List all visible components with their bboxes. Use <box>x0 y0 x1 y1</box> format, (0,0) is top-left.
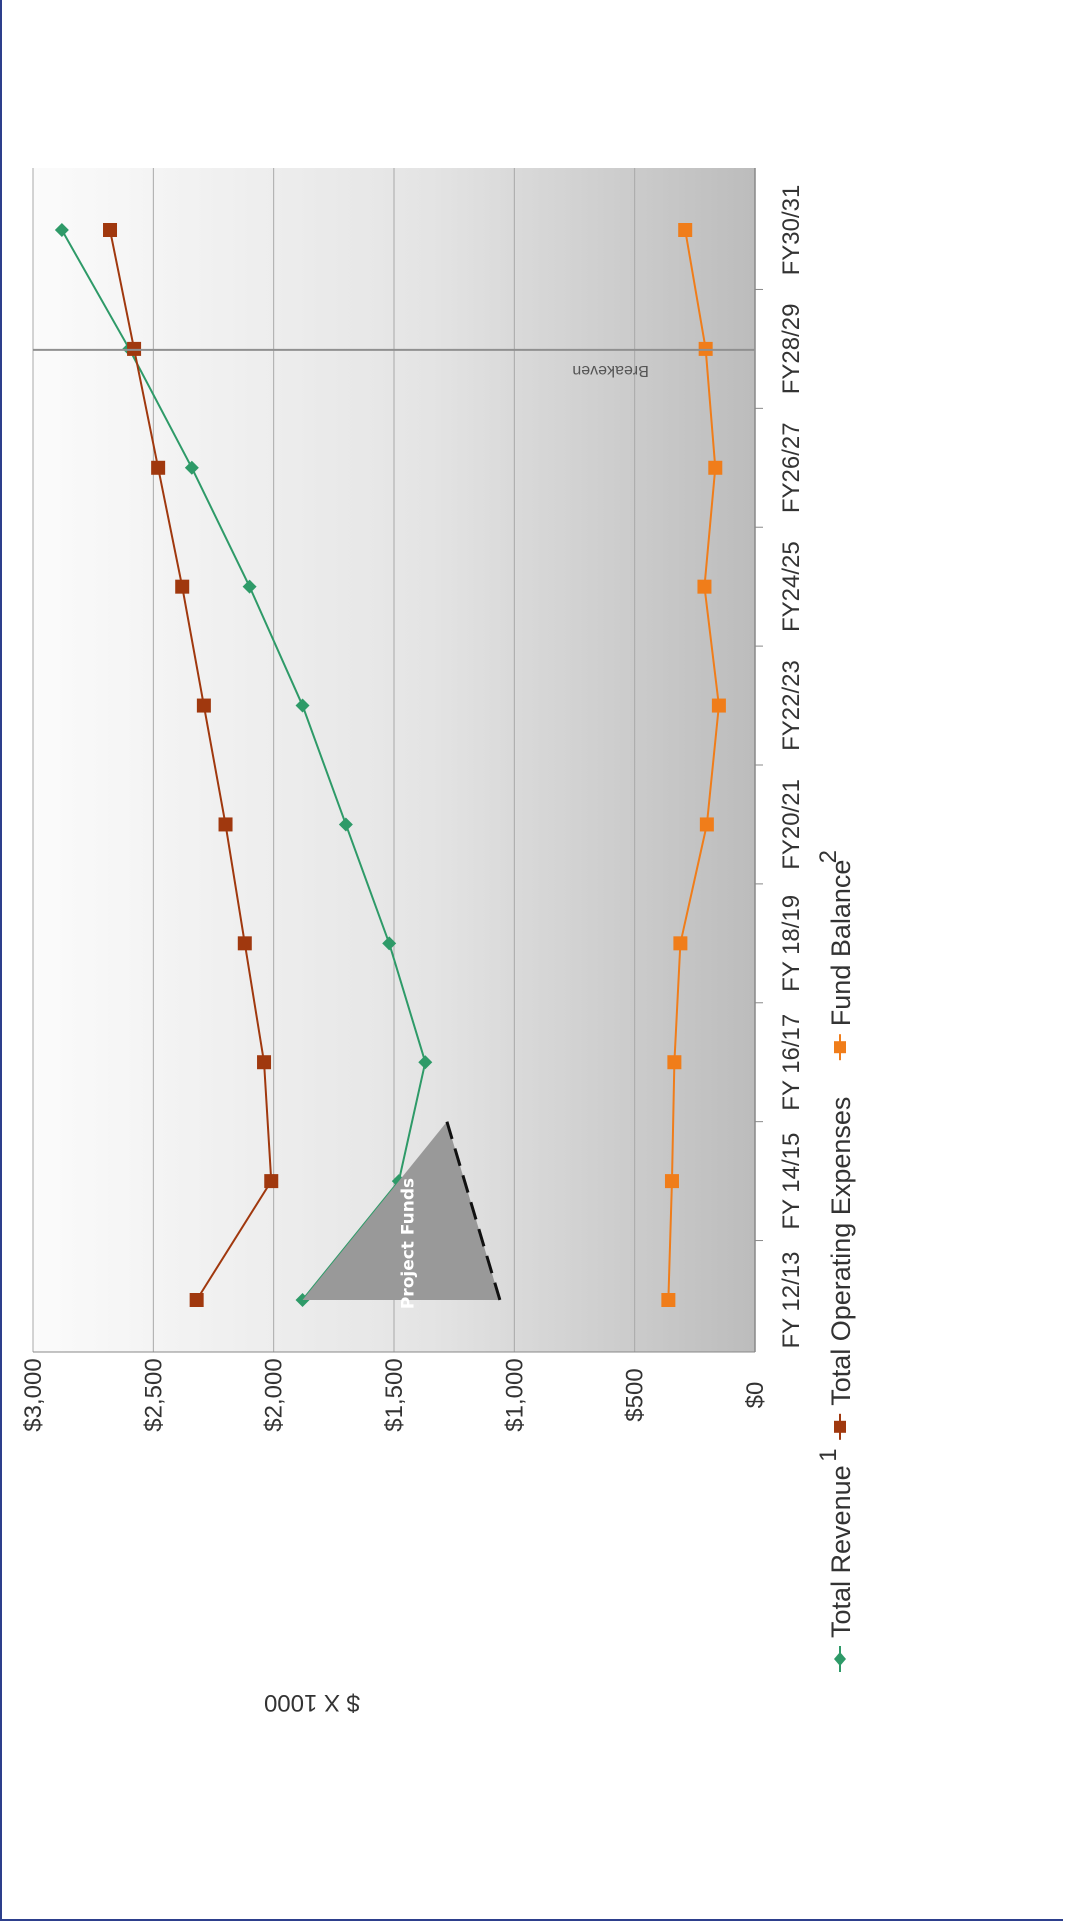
data-point <box>54 223 69 237</box>
category-label: FY30/31 <box>778 185 805 276</box>
y-tick-label: $1,500 <box>381 1358 408 1431</box>
data-point <box>661 1293 676 1307</box>
legend-label-1: Total Operating Expenses <box>826 1097 856 1406</box>
data-point <box>237 936 252 951</box>
legend-superscript: 2 <box>815 850 842 863</box>
legend-label-2: Fund Balance <box>826 860 856 1027</box>
data-point <box>708 460 723 475</box>
category-label: FY 12/13 <box>778 1252 805 1349</box>
series-line-2 <box>667 229 720 1301</box>
category-label: FY 18/19 <box>778 895 805 992</box>
data-point <box>103 223 118 237</box>
y-tick-label: $3,000 <box>20 1358 47 1431</box>
data-point <box>257 1055 272 1070</box>
project-funds-dashed-edge <box>445 1121 502 1301</box>
series-line-0 <box>61 229 427 1301</box>
data-point <box>697 579 712 594</box>
y-tick-label: $0 <box>742 1382 769 1409</box>
legend-marker <box>834 1420 846 1433</box>
category-label: FY20/21 <box>778 779 805 870</box>
category-label: FY28/29 <box>778 304 805 395</box>
legend-label-0: Total Revenue <box>826 1465 856 1638</box>
project-funds-label: Project Funds <box>398 1178 418 1309</box>
category-label: FY26/27 <box>778 422 805 513</box>
y-tick-label: $1,000 <box>501 1358 528 1431</box>
data-point <box>189 1293 204 1307</box>
category-label: FY 16/17 <box>778 1014 805 1111</box>
data-point <box>418 1055 433 1070</box>
data-point <box>382 936 397 951</box>
data-point <box>664 1174 679 1189</box>
data-point <box>184 460 199 475</box>
category-label: FY 14/15 <box>778 1133 805 1230</box>
category-label: FY22/23 <box>778 660 805 751</box>
data-point <box>242 579 257 594</box>
y-tick-label: $2,000 <box>261 1358 288 1431</box>
y-axis-title: $ X 1000 <box>264 1689 360 1716</box>
legend-marker <box>834 1652 846 1666</box>
data-point <box>711 698 726 713</box>
legend-superscript: 1 <box>815 1448 842 1461</box>
data-point <box>295 698 310 713</box>
data-point <box>175 579 190 594</box>
data-point <box>673 936 688 951</box>
category-label: FY24/25 <box>778 541 805 632</box>
data-point <box>151 460 166 475</box>
legend-marker <box>834 1041 846 1054</box>
breakeven-label: Breakeven <box>572 362 649 379</box>
y-tick-label: $500 <box>622 1368 649 1421</box>
data-point <box>678 223 693 237</box>
data-point <box>667 1055 682 1070</box>
data-point <box>264 1174 279 1189</box>
project-funds-area <box>302 1121 500 1300</box>
y-tick-label: $2,500 <box>140 1358 167 1431</box>
data-point <box>196 698 211 713</box>
data-point <box>218 817 233 832</box>
data-point <box>338 817 353 832</box>
data-point <box>699 817 714 832</box>
series-line-1 <box>109 229 273 1301</box>
